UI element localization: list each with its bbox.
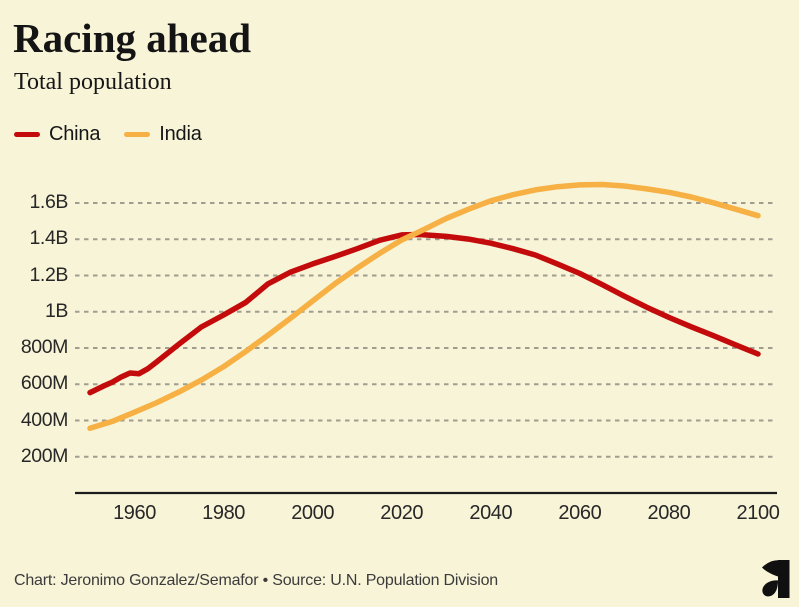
india-line-swatch <box>124 131 151 138</box>
legend-item-india: India <box>124 123 202 146</box>
chart-subtitle: Total population <box>14 69 172 95</box>
china-line-swatch <box>14 131 40 138</box>
india-population-line <box>87 181 761 432</box>
y-axis-label: 400M <box>20 408 69 431</box>
legend-label-china: China <box>49 123 101 145</box>
x-axis-label: 1960 <box>113 502 156 524</box>
chart-title: Racing ahead <box>13 15 252 61</box>
y-axis-label: 800M <box>20 336 69 358</box>
x-axis-label: 2100 <box>736 502 780 524</box>
y-axis-label: 1B <box>44 299 68 322</box>
legend-label-india: India <box>159 123 202 145</box>
y-axis-label: 200M <box>20 444 69 467</box>
x-axis-label: 2040 <box>469 502 513 524</box>
chart-legend: China India <box>14 123 202 146</box>
legend-item-china: China <box>14 123 100 146</box>
y-axis-label: 1.6B <box>29 191 68 213</box>
y-axis-label: 1.2B <box>29 263 68 286</box>
semafor-logo <box>762 560 790 598</box>
x-axis-label: 2020 <box>380 502 424 524</box>
chart-credit: Chart: Jeronimo Gonzalez/Semafor • Sourc… <box>14 572 498 589</box>
x-axis-label: 2080 <box>647 502 691 524</box>
china-population-line <box>87 231 761 396</box>
y-axis-label: 1.4B <box>29 227 68 250</box>
x-axis-label: 2060 <box>558 502 602 524</box>
semafor-s-icon <box>762 560 790 598</box>
y-axis-label: 600M <box>20 372 69 395</box>
x-axis-label: 1980 <box>202 502 246 524</box>
x-axis-label: 2000 <box>291 502 335 524</box>
